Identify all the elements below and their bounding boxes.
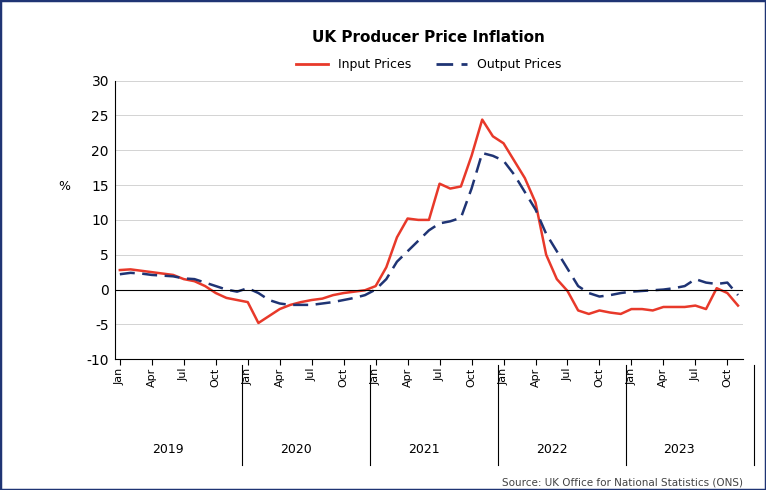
- Text: 2020: 2020: [280, 443, 312, 456]
- Text: 2023: 2023: [663, 443, 696, 456]
- Text: Source: UK Office for National Statistics (ONS): Source: UK Office for National Statistic…: [502, 478, 743, 488]
- Legend: Input Prices, Output Prices: Input Prices, Output Prices: [291, 53, 567, 76]
- Text: 2019: 2019: [152, 443, 184, 456]
- Text: %: %: [58, 180, 70, 193]
- Text: 2022: 2022: [535, 443, 568, 456]
- Text: 2021: 2021: [408, 443, 440, 456]
- Title: UK Producer Price Inflation: UK Producer Price Inflation: [313, 30, 545, 45]
